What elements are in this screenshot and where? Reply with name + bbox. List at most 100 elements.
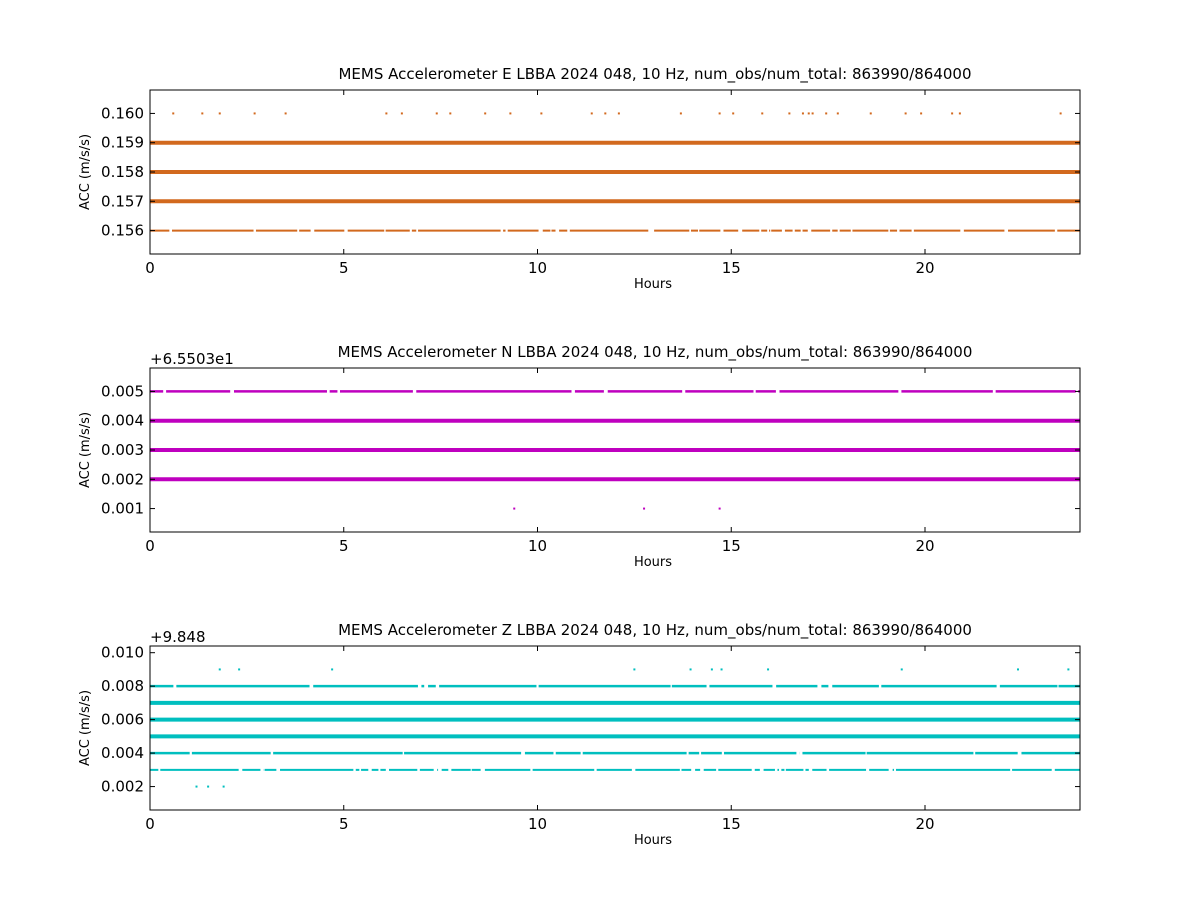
data-gap	[416, 228, 419, 233]
data-gap	[158, 767, 161, 772]
data-gap	[359, 767, 362, 772]
x-tick-label: 0	[145, 259, 155, 277]
data-point	[710, 668, 713, 671]
data-point	[253, 112, 256, 115]
x-tick-label: 10	[528, 537, 547, 555]
data-gap	[830, 228, 833, 233]
data-gap	[1017, 750, 1022, 756]
data-gap	[169, 228, 173, 233]
subplot-n: 0 5 10 15 20 0.001 0.002 0.003 0.004 0.005 MEMS Ac…	[78, 343, 1081, 570]
data-gap	[412, 388, 417, 394]
data-gap	[781, 228, 785, 233]
data-gap	[866, 767, 870, 772]
x-tick-label: 0	[145, 815, 155, 833]
data-gap	[697, 228, 700, 233]
data-gap	[878, 683, 882, 689]
data-point	[540, 112, 543, 115]
y-tick-label: 0.157	[101, 192, 144, 210]
y-tick-label: 0.004	[101, 412, 144, 430]
x-tick-label: 15	[722, 537, 741, 555]
data-gap	[435, 683, 440, 689]
data-point	[195, 785, 198, 788]
data-gap	[1051, 767, 1055, 772]
data-gap	[231, 388, 234, 394]
data-gap	[276, 767, 281, 772]
data-gap	[992, 388, 996, 394]
data-gap	[555, 228, 560, 233]
data-gap	[720, 228, 724, 233]
data-gap	[1054, 228, 1058, 233]
data-point	[207, 785, 210, 788]
x-tick-label: 15	[722, 815, 741, 833]
data-point	[238, 668, 241, 671]
data-gap	[594, 767, 597, 772]
data-gap	[189, 750, 192, 756]
x-tick-label: 20	[915, 537, 934, 555]
data-gap	[996, 683, 1000, 689]
y-tick-label: 0.003	[101, 441, 144, 459]
data-point	[1067, 668, 1070, 671]
data-gap	[521, 750, 525, 756]
data-gap	[438, 767, 442, 772]
data-gap	[385, 767, 389, 772]
data-point	[788, 112, 791, 115]
data-point	[825, 112, 828, 115]
data-point	[331, 668, 334, 671]
data-gap	[650, 228, 655, 233]
data-point	[904, 112, 907, 115]
data-gap	[580, 750, 583, 756]
x-tick-label: 15	[722, 259, 741, 277]
data-point	[689, 668, 692, 671]
data-gap	[682, 388, 686, 394]
axis-offset-label: +9.848	[150, 628, 206, 646]
data-gap	[691, 767, 696, 772]
x-axis-label: Hours	[634, 277, 672, 292]
data-gap	[894, 767, 896, 772]
y-axis-label: ACC (m/s/s)	[78, 412, 93, 488]
data-point	[1059, 112, 1062, 115]
data-gap	[238, 767, 243, 772]
data-point	[761, 112, 764, 115]
data-gap	[424, 683, 429, 689]
data-gap	[571, 388, 575, 394]
data-gap	[911, 228, 914, 233]
y-axis-label: ACC (m/s/s)	[78, 134, 93, 210]
data-point	[900, 668, 903, 671]
data-point	[484, 112, 487, 115]
data-gap	[799, 750, 803, 756]
data-gap	[721, 750, 725, 756]
data-point	[836, 112, 839, 115]
data-gap	[631, 767, 636, 772]
data-point	[172, 112, 175, 115]
data-point	[509, 112, 512, 115]
data-gap	[309, 683, 314, 689]
data-point	[869, 112, 872, 115]
data-gap	[173, 683, 177, 689]
x-tick-label: 5	[339, 259, 349, 277]
data-gap	[772, 683, 777, 689]
y-tick-label: 0.005	[101, 382, 144, 400]
data-point	[718, 507, 721, 510]
data-gap	[550, 228, 552, 233]
data-gap	[973, 750, 976, 756]
data-gap	[828, 683, 833, 689]
data-gap	[538, 228, 541, 233]
data-gap	[837, 228, 840, 233]
data-gap	[1010, 767, 1013, 772]
data-gap	[344, 228, 348, 233]
data-gap	[530, 767, 533, 772]
data-gap	[897, 228, 900, 233]
data-gap	[865, 750, 867, 756]
data-gap	[326, 388, 330, 394]
axis-offset-label: +6.5503e1	[150, 350, 234, 368]
data-point	[643, 507, 646, 510]
y-tick-label: 0.001	[101, 500, 144, 518]
y-tick-label: 0.159	[101, 134, 144, 152]
data-point	[732, 112, 735, 115]
x-axis-label: Hours	[634, 555, 672, 570]
data-gap	[774, 767, 778, 772]
data-point	[513, 507, 516, 510]
y-tick-label: 0.010	[101, 644, 144, 662]
data-gap	[784, 767, 786, 772]
data-gap	[567, 228, 570, 233]
